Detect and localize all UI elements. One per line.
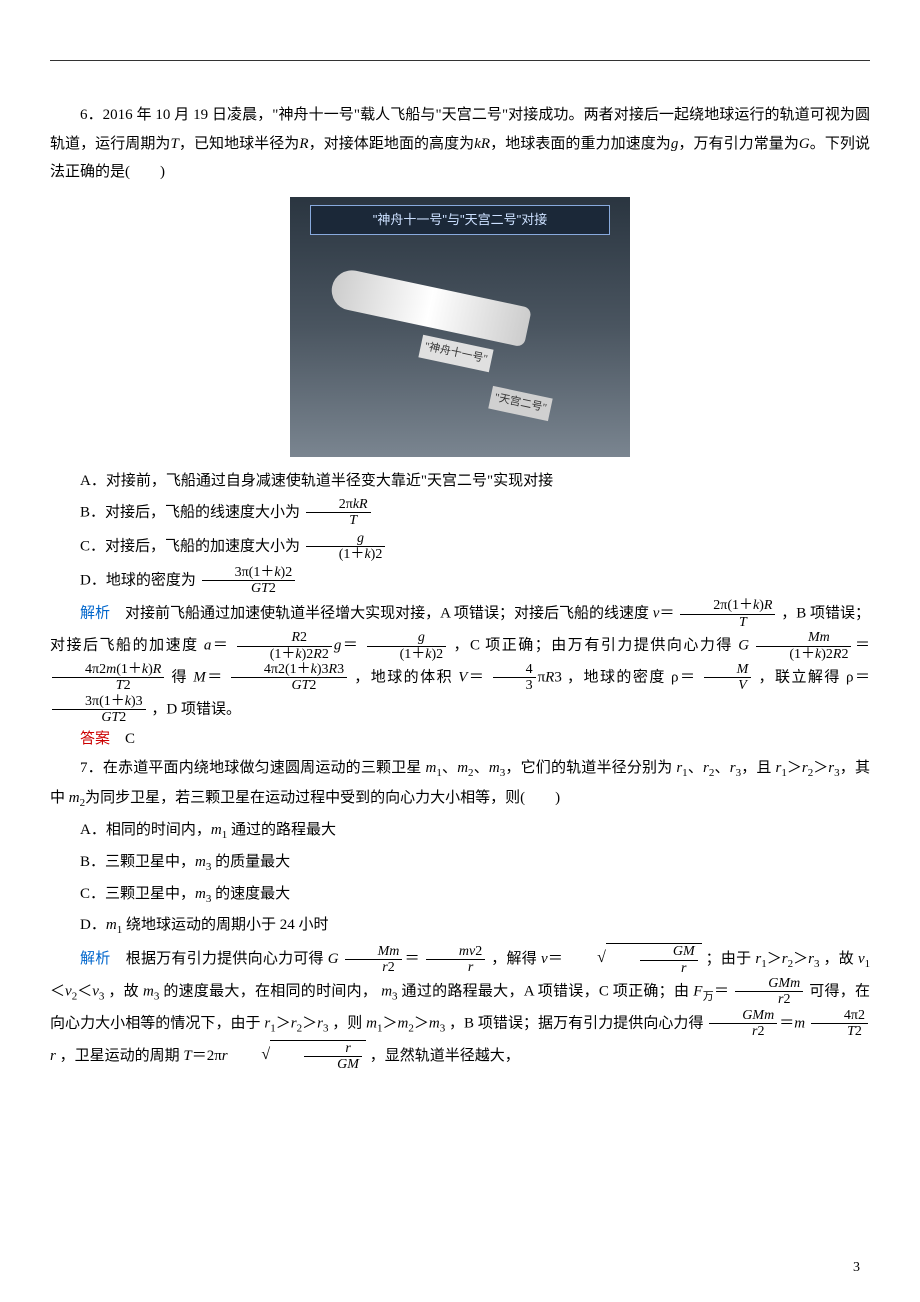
figure-banner: "神舟十一号"与"天宫二号"对接 [310,205,610,235]
q7-option-c: C．三颗卫星中，m3 的速度最大 [50,880,870,910]
fraction: GMm r2 [709,1008,777,1040]
fraction: g (1＋k)2 [367,630,447,662]
answer-label: 答案 [80,731,110,747]
fraction: 2π(1＋k)R T [680,598,775,630]
fraction: 3π(1＋k)3 GT2 [52,694,146,726]
fraction: Mm (1＋k)2R2 [756,630,851,662]
fraction: 4π2(1＋k)3R3 GT2 [231,662,347,694]
fraction: M V [704,662,752,694]
fraction: 4 3 [493,662,536,694]
fraction: GMm r2 [735,976,803,1008]
q7-option-d: D．m1 绕地球运动的周期小于 24 小时 [50,911,870,941]
q6-option-b: B．对接后，飞船的线速度大小为 2πkR T [50,497,870,529]
fraction: g (1＋k)2 [306,531,386,563]
q6-option-d: D．地球的密度为 3π(1＋k)2 GT2 [50,565,870,597]
page-number: 3 [853,1255,860,1282]
sqrt: GM r [567,943,702,976]
figure-label-shenzhou: "神舟十一号" [418,334,493,371]
figure-spacecraft [328,266,532,347]
q6-answer: 答案 C [50,725,870,754]
q7-stem: 7．在赤道平面内绕地球做匀速圆周运动的三颗卫星 m1、m2、m3，它们的轨道半径… [50,754,870,814]
sqrt: r GM [231,1040,366,1073]
q7-option-b: B．三颗卫星中，m3 的质量最大 [50,848,870,878]
analysis-label: 解析 [80,951,110,967]
q6-analysis: 解析 对接前飞船通过加速使轨道半径增大实现对接，A 项错误；对接后飞船的线速度 … [50,598,870,725]
fraction: 3π(1＋k)2 GT2 [202,565,296,597]
figure-label-tiangong: "天宫二号" [488,385,552,420]
fraction: 4π2m(1＋k)R T2 [52,662,164,694]
q6-stem: 6．2016 年 10 月 19 日凌晨，"神舟十一号"载人飞船与"天宫二号"对… [50,101,870,187]
fraction: 4π2 T2 [811,1008,868,1040]
q6-option-c: C．对接后，飞船的加速度大小为 g (1＋k)2 [50,531,870,563]
analysis-label: 解析 [80,606,110,622]
q7-analysis: 解析 根据万有引力提供向心力可得 G Mm r2 ＝ mv2 r ，解得 v＝ … [50,943,870,1072]
q6-figure: "神舟十一号"与"天宫二号"对接 "神舟十一号" "天宫二号" [290,197,630,457]
fraction: Mm r2 [345,944,403,976]
q7-number: 7 [80,760,88,776]
fraction: 2πkR T [306,497,371,529]
q6-number: 6 [80,107,88,123]
page-top-rule [50,60,870,61]
q7-option-a: A．相同的时间内，m1 通过的路程最大 [50,816,870,846]
fraction: mv2 r [426,944,485,976]
fraction: R2 (1＋k)2R2 [237,630,332,662]
q6-option-a: A．对接前，飞船通过自身减速使轨道半径变大靠近"天宫二号"实现对接 [50,467,870,496]
